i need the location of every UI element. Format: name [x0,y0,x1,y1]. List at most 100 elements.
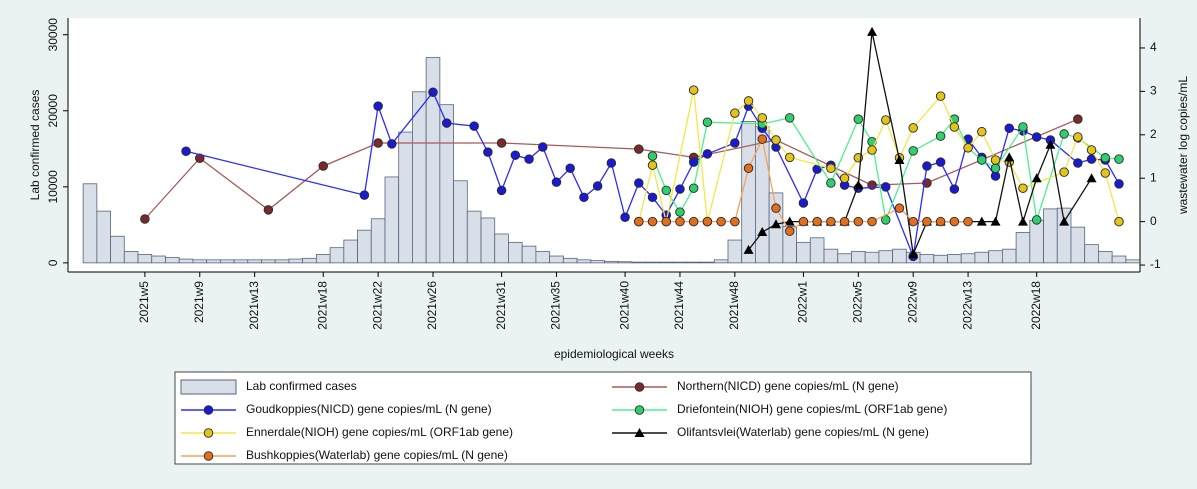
series-marker [949,122,960,132]
series-marker [771,219,781,229]
bar [878,250,894,264]
legend-marker [203,451,214,461]
series-marker [1086,173,1097,183]
series-marker [935,131,946,141]
series-marker [949,184,960,194]
series-marker [798,198,809,208]
bar [617,261,633,264]
legend-marker [203,405,214,415]
series-marker [1031,215,1042,225]
x-tick-label: 2021w31 [494,281,508,330]
bar [755,126,770,264]
bar [892,248,907,264]
series-marker [908,249,919,259]
bar [700,261,715,264]
bar [864,251,880,264]
series-marker [1031,173,1042,183]
series-marker [867,26,878,36]
bar [398,131,413,264]
series-marker [826,216,836,227]
series-marker [784,226,795,236]
series-marker [688,85,699,95]
series-marker [675,207,685,217]
legend-label: Driefontein(NIOH) gene copies/mL (ORF1ab… [677,402,947,416]
bar [1015,232,1031,264]
x-tick-label: 2021w9 [192,281,206,323]
bar [796,241,811,264]
series-marker [771,203,781,213]
bar [658,261,674,264]
series-marker [524,154,534,164]
bar [261,259,276,264]
series-marker [661,216,671,227]
y2-tick-label: 1 [1150,170,1157,184]
bar [535,251,551,264]
bar [713,259,729,264]
series-marker [195,153,205,163]
series-marker [990,155,1001,165]
x-tick-label: 2021w5 [137,281,151,323]
series-marker [688,216,699,227]
bar [521,245,537,264]
bar [1029,219,1044,264]
x-tick-label: 2021w35 [549,281,563,330]
series-marker [1059,129,1069,139]
legend-label: Northern(NICD) gene copies/mL (N gene) [677,379,899,393]
series-marker [647,216,658,227]
series-marker [812,216,822,227]
bar [233,259,249,264]
bar [206,259,221,264]
series-marker [977,155,987,165]
series-marker [1114,154,1124,164]
series-marker [1059,216,1070,226]
bar [1111,255,1127,264]
series-marker [565,163,575,173]
series-marker [688,183,699,193]
bar [178,258,194,264]
bar [357,229,372,264]
series-marker [743,244,754,254]
series-marker [908,123,918,133]
series-marker [908,216,918,227]
bar [151,255,166,264]
bar [837,253,852,264]
bar [329,247,345,264]
x-axis-title: epidemiological weeks [554,347,674,361]
series-marker [771,135,781,145]
y-axis-title: Lab confirmed cases [28,90,42,201]
bar [82,183,98,264]
series-marker [743,96,754,106]
series-marker [894,203,905,213]
series-marker [263,205,274,215]
bar [1125,259,1140,264]
bar [645,261,660,264]
series-marker [483,147,493,157]
series-marker [730,138,740,148]
series-marker [1045,139,1056,149]
legend-label: Olifantsvlei(Waterlab) gene copies/mL (N… [677,425,929,439]
series-marker [1017,216,1028,226]
bar [1098,251,1113,264]
series-marker [990,216,1001,226]
series-marker [908,146,918,156]
series-marker [1031,132,1042,142]
series-marker [853,114,864,124]
plot-area [68,18,1140,272]
series-marker [181,146,191,157]
series-marker [1100,153,1111,163]
x-tick-label: 2022w5 [850,281,864,323]
bar [1084,244,1099,264]
series-marker [826,163,836,173]
series-marker [661,185,671,196]
series-marker [373,101,383,111]
series-marker [1018,183,1028,193]
series-marker [688,157,699,167]
series-marker [647,160,658,170]
bar [466,210,482,264]
bar [974,251,990,264]
bar [1070,226,1086,264]
series-marker [784,113,795,123]
series-marker [1086,154,1097,164]
series-marker [867,216,877,227]
bar [576,259,592,264]
